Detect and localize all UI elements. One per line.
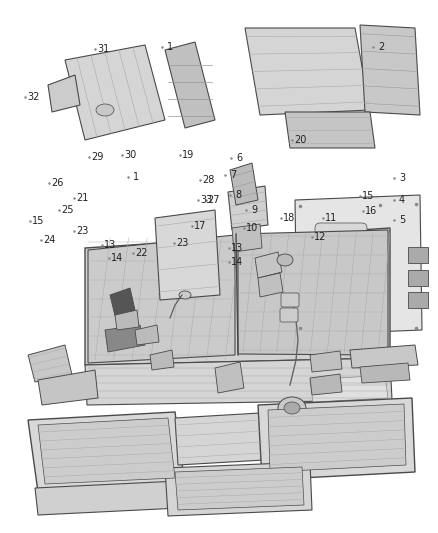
Polygon shape [110, 288, 135, 316]
Polygon shape [245, 28, 370, 115]
Polygon shape [310, 351, 342, 372]
FancyBboxPatch shape [281, 293, 299, 307]
Text: 16: 16 [365, 206, 377, 216]
Text: 17: 17 [194, 221, 206, 231]
Text: 24: 24 [43, 235, 55, 245]
Text: 9: 9 [251, 205, 257, 215]
Text: 25: 25 [61, 205, 73, 215]
Text: 15: 15 [32, 216, 44, 226]
Polygon shape [165, 42, 215, 128]
Polygon shape [65, 45, 165, 140]
Polygon shape [258, 273, 283, 297]
Polygon shape [175, 413, 264, 465]
Polygon shape [175, 467, 304, 510]
Polygon shape [38, 418, 175, 484]
Polygon shape [48, 75, 80, 112]
Ellipse shape [277, 254, 293, 266]
Polygon shape [215, 362, 244, 393]
Polygon shape [408, 247, 428, 263]
Text: 23: 23 [76, 226, 88, 236]
Text: 29: 29 [91, 152, 103, 162]
Text: 12: 12 [314, 232, 326, 242]
Text: 22: 22 [135, 248, 147, 258]
Text: 18: 18 [283, 213, 295, 223]
Text: 10: 10 [246, 223, 258, 233]
Polygon shape [232, 224, 262, 252]
Polygon shape [360, 25, 420, 115]
Polygon shape [38, 370, 98, 405]
Text: 6: 6 [236, 153, 242, 163]
Polygon shape [255, 252, 282, 278]
Polygon shape [85, 358, 392, 405]
Polygon shape [310, 374, 342, 395]
FancyBboxPatch shape [335, 273, 385, 311]
FancyBboxPatch shape [280, 308, 298, 322]
Polygon shape [228, 186, 268, 230]
Text: 2: 2 [378, 42, 384, 52]
Text: 32: 32 [27, 92, 39, 102]
Text: 27: 27 [208, 195, 220, 205]
Text: 8: 8 [235, 190, 241, 200]
Text: 3: 3 [399, 173, 405, 183]
Polygon shape [360, 363, 410, 383]
Text: 31: 31 [97, 44, 109, 54]
Text: 33: 33 [200, 195, 212, 205]
Text: 28: 28 [202, 175, 214, 185]
Text: 30: 30 [124, 150, 136, 160]
Text: 5: 5 [399, 215, 405, 225]
Polygon shape [350, 345, 418, 368]
Text: 13: 13 [104, 240, 116, 250]
Text: 4: 4 [399, 195, 405, 205]
Text: 11: 11 [325, 213, 337, 223]
Text: 1: 1 [133, 172, 139, 182]
Polygon shape [155, 210, 220, 300]
Polygon shape [408, 270, 428, 286]
Polygon shape [230, 163, 258, 205]
Ellipse shape [284, 402, 300, 414]
Text: 13: 13 [231, 243, 243, 253]
Text: 23: 23 [176, 238, 188, 248]
Polygon shape [35, 481, 180, 515]
Ellipse shape [179, 291, 191, 299]
Polygon shape [408, 292, 428, 308]
Polygon shape [295, 195, 422, 335]
Polygon shape [310, 375, 388, 402]
Ellipse shape [278, 397, 306, 419]
Text: 1: 1 [167, 42, 173, 52]
Polygon shape [115, 310, 139, 330]
Polygon shape [135, 325, 159, 345]
Text: 14: 14 [111, 253, 123, 263]
Text: 14: 14 [231, 257, 243, 267]
Text: 7: 7 [230, 170, 236, 180]
Text: 20: 20 [294, 135, 306, 145]
FancyBboxPatch shape [315, 223, 367, 263]
Text: 21: 21 [76, 193, 88, 203]
Text: 19: 19 [182, 150, 194, 160]
Polygon shape [150, 350, 174, 370]
Polygon shape [88, 235, 235, 363]
Polygon shape [28, 345, 72, 382]
Polygon shape [268, 404, 406, 472]
Text: 15: 15 [362, 191, 374, 201]
Ellipse shape [96, 104, 114, 116]
Polygon shape [258, 398, 415, 480]
Polygon shape [238, 230, 388, 355]
Polygon shape [28, 412, 185, 492]
Polygon shape [85, 228, 390, 365]
Text: 26: 26 [51, 178, 63, 188]
Polygon shape [165, 462, 312, 516]
Polygon shape [105, 325, 145, 352]
Polygon shape [285, 112, 375, 148]
